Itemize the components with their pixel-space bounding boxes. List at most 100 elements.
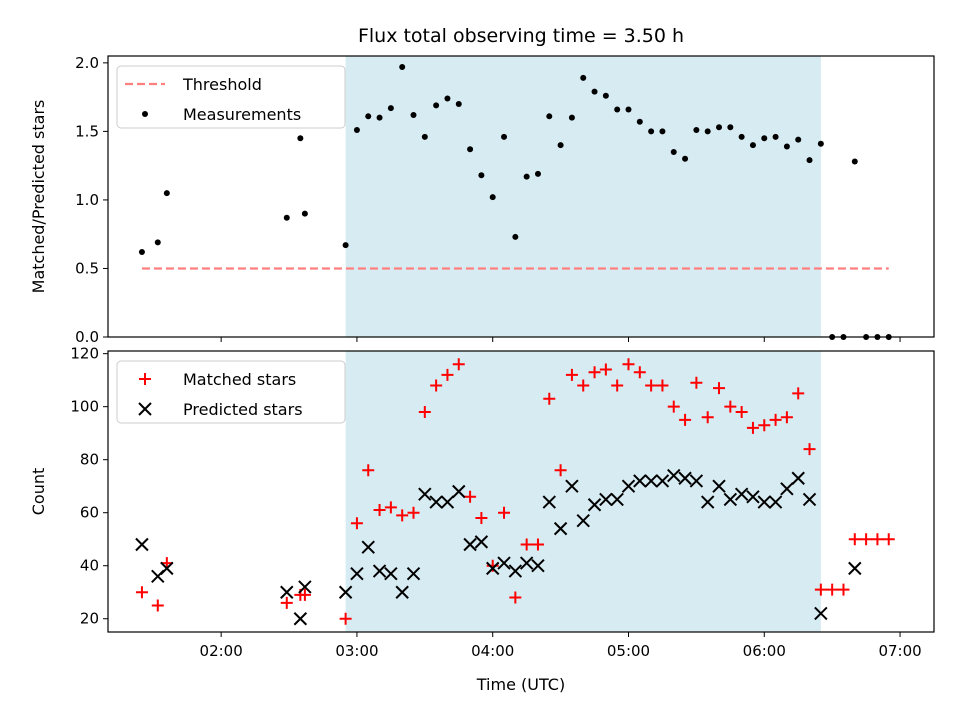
matched-stars-point: [690, 376, 703, 389]
measurement-point: [580, 74, 587, 81]
predicted-stars-point: [599, 492, 613, 507]
matched-stars-point: [452, 358, 465, 371]
matched-stars-point: [577, 379, 590, 392]
measurement-point: [761, 135, 768, 142]
matched-stars-point: [656, 379, 669, 392]
measurement-point: [467, 146, 474, 153]
matched-stars-point: [441, 368, 454, 381]
matched-stars-point: [384, 501, 397, 514]
predicted-stars-point: [452, 484, 466, 499]
predicted-stars-point: [576, 513, 590, 528]
measurement-point: [399, 63, 406, 70]
predicted-stars-point: [350, 566, 364, 581]
y-tick-label: 80: [80, 451, 99, 469]
predicted-stars-point: [440, 495, 455, 509]
matched-stars-point: [633, 366, 646, 379]
measurement-point: [353, 127, 360, 134]
measurement-point: [421, 133, 428, 140]
measurement-point: [648, 128, 655, 135]
predicted-stars-point: [848, 561, 862, 576]
matched-stars-point: [543, 392, 556, 405]
matched-stars-point: [135, 586, 148, 599]
predicted-stars-point: [280, 585, 294, 599]
legend-label: Threshold: [182, 75, 262, 94]
legend-label: Measurements: [183, 105, 301, 124]
x-tick-label: 06:00: [743, 642, 786, 660]
measurement-point: [365, 113, 372, 120]
measurement-point: [297, 135, 304, 142]
x-tick-label: 05:00: [607, 642, 650, 660]
predicted-stars-point: [338, 585, 353, 599]
predicted-stars-point: [508, 564, 523, 578]
matched-stars-point: [882, 533, 895, 546]
legend-matched-swatch: [139, 373, 151, 385]
matched-stars-point: [860, 533, 873, 546]
measurement-point: [670, 148, 677, 155]
predicted-stars-point: [384, 566, 398, 581]
predicted-stars-point: [135, 537, 149, 552]
matched-stars-point: [679, 413, 692, 426]
measurement-point: [772, 133, 779, 140]
matched-stars-point: [396, 509, 409, 522]
measurement-point: [716, 124, 723, 131]
count-legend: Matched stars Predicted stars: [116, 360, 346, 424]
predicted-stars-point: [712, 479, 726, 493]
legend-label: Matched stars: [183, 370, 296, 389]
matched-stars-point: [826, 583, 839, 596]
ratio-marks: [138, 63, 892, 340]
matched-stars-point: [418, 405, 431, 418]
matched-stars-point: [713, 382, 726, 395]
count-marks: [135, 358, 895, 626]
matched-stars-point: [407, 506, 420, 519]
matched-stars-point: [298, 588, 311, 601]
y-tick-label: 1.5: [75, 122, 99, 140]
matched-stars-point: [848, 533, 861, 546]
matched-stars-point: [769, 413, 782, 426]
predicted-stars-point: [633, 474, 647, 488]
matched-stars-point: [803, 443, 816, 456]
y-tick-label: 60: [80, 504, 99, 522]
x-tick-label: 04:00: [471, 642, 514, 660]
predicted-stars-point: [542, 495, 556, 509]
predicted-stars-point: [406, 566, 421, 581]
y-tick-label: 1.0: [75, 191, 99, 209]
measurement-point: [602, 92, 609, 99]
matched-stars-point: [645, 379, 658, 392]
ratio-panel-frame: [107, 55, 935, 338]
count-x-ticks: 02:00 03:00 04:00 05:00 06:00 07:00: [200, 632, 922, 660]
count-panel-frame: [107, 350, 935, 633]
x-tick-label: 02:00: [200, 642, 243, 660]
predicted-stars-point: [361, 540, 375, 554]
measurement-point: [557, 142, 564, 149]
matched-stars-point: [464, 490, 477, 503]
matched-stars-point: [509, 591, 522, 604]
predicted-stars-point: [553, 521, 568, 536]
measurement-point: [749, 142, 756, 149]
measurement-point: [568, 114, 575, 121]
legend-predicted-swatch: [138, 402, 152, 416]
matched-stars-point: [588, 366, 601, 379]
legend-label: Predicted stars: [183, 400, 303, 419]
predicted-stars-point: [298, 580, 312, 594]
predicted-stars-point: [610, 492, 624, 507]
measurement-point: [283, 214, 290, 221]
y-tick-label: 0.0: [75, 328, 99, 346]
ratio-y-axis-label: Matched/Predicted stars: [29, 100, 48, 294]
measurement-point: [410, 111, 417, 118]
measurement-point: [693, 127, 700, 134]
measurement-point: [489, 194, 496, 201]
measurement-point: [851, 158, 858, 165]
predicted-stars-point: [418, 487, 432, 501]
measurement-point: [342, 242, 349, 249]
measurement-point: [591, 88, 598, 95]
predicted-stars-point: [621, 479, 636, 493]
matched-stars-point: [151, 599, 164, 612]
predicted-stars-point: [429, 495, 443, 509]
measurement-point: [817, 140, 824, 147]
matched-stars-point: [780, 411, 793, 424]
measurement-point: [704, 128, 711, 135]
measurement-point: [387, 105, 394, 112]
predicted-stars-point: [160, 561, 174, 576]
predicted-stars-point: [667, 468, 681, 483]
